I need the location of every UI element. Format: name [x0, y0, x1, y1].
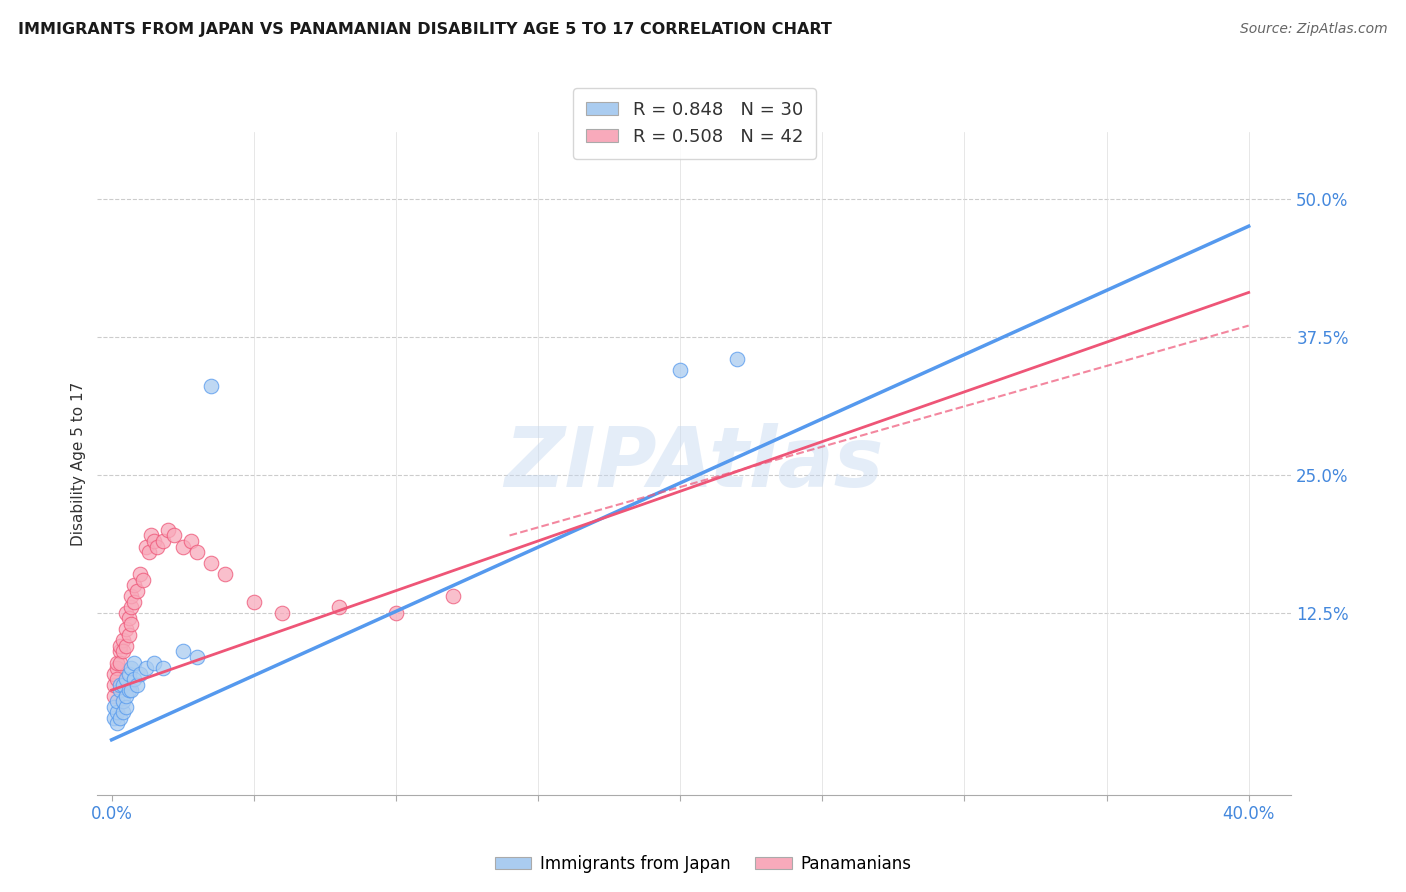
Point	[105, 661, 128, 675]
Point	[138, 545, 160, 559]
Point	[105, 672, 128, 686]
Point	[111, 677, 134, 691]
Point	[214, 567, 236, 582]
Point	[117, 666, 139, 681]
Point	[121, 616, 143, 631]
Text: Source: ZipAtlas.com: Source: ZipAtlas.com	[1240, 22, 1388, 37]
Legend: R = 0.848   N = 30, R = 0.508   N = 42: R = 0.848 N = 30, R = 0.508 N = 42	[574, 88, 815, 159]
Point	[127, 677, 149, 691]
Point	[103, 677, 125, 691]
Point	[108, 639, 131, 653]
Point	[141, 528, 163, 542]
Point	[132, 573, 155, 587]
Point	[111, 705, 134, 719]
Point	[114, 606, 136, 620]
Point	[117, 611, 139, 625]
Legend: Immigrants from Japan, Panamanians: Immigrants from Japan, Panamanians	[488, 848, 918, 880]
Point	[172, 644, 194, 658]
Point	[108, 677, 131, 691]
Point	[172, 540, 194, 554]
Point	[111, 633, 134, 648]
Point	[103, 689, 125, 703]
Text: IMMIGRANTS FROM JAPAN VS PANAMANIAN DISABILITY AGE 5 TO 17 CORRELATION CHART: IMMIGRANTS FROM JAPAN VS PANAMANIAN DISA…	[18, 22, 832, 37]
Point	[200, 556, 222, 570]
Point	[103, 666, 125, 681]
Point	[114, 699, 136, 714]
Point	[117, 683, 139, 698]
Y-axis label: Disability Age 5 to 17: Disability Age 5 to 17	[72, 382, 86, 546]
Point	[111, 694, 134, 708]
Point	[117, 628, 139, 642]
Point	[163, 528, 186, 542]
Point	[105, 716, 128, 731]
Point	[143, 656, 166, 670]
Point	[186, 545, 208, 559]
Point	[271, 606, 294, 620]
Point	[129, 567, 152, 582]
Point	[124, 578, 146, 592]
Point	[103, 711, 125, 725]
Point	[121, 683, 143, 698]
Point	[152, 533, 174, 548]
Point	[111, 644, 134, 658]
Point	[143, 533, 166, 548]
Point	[127, 583, 149, 598]
Point	[114, 689, 136, 703]
Point	[121, 589, 143, 603]
Point	[103, 699, 125, 714]
Point	[200, 379, 222, 393]
Point	[121, 600, 143, 615]
Point	[108, 711, 131, 725]
Point	[129, 666, 152, 681]
Point	[135, 540, 157, 554]
Point	[180, 533, 202, 548]
Point	[114, 623, 136, 637]
Point	[114, 639, 136, 653]
Point	[121, 661, 143, 675]
Point	[105, 694, 128, 708]
Point	[124, 656, 146, 670]
Point	[146, 540, 169, 554]
Point	[669, 363, 692, 377]
Point	[124, 595, 146, 609]
Point	[108, 683, 131, 698]
Text: ZIPAtlas: ZIPAtlas	[505, 423, 884, 504]
Point	[105, 705, 128, 719]
Point	[108, 644, 131, 658]
Point	[157, 523, 180, 537]
Point	[242, 595, 264, 609]
Point	[105, 656, 128, 670]
Point	[186, 650, 208, 665]
Point	[114, 672, 136, 686]
Point	[441, 589, 464, 603]
Point	[135, 661, 157, 675]
Point	[328, 600, 350, 615]
Point	[385, 606, 408, 620]
Point	[124, 672, 146, 686]
Point	[152, 661, 174, 675]
Point	[725, 351, 748, 366]
Point	[108, 656, 131, 670]
